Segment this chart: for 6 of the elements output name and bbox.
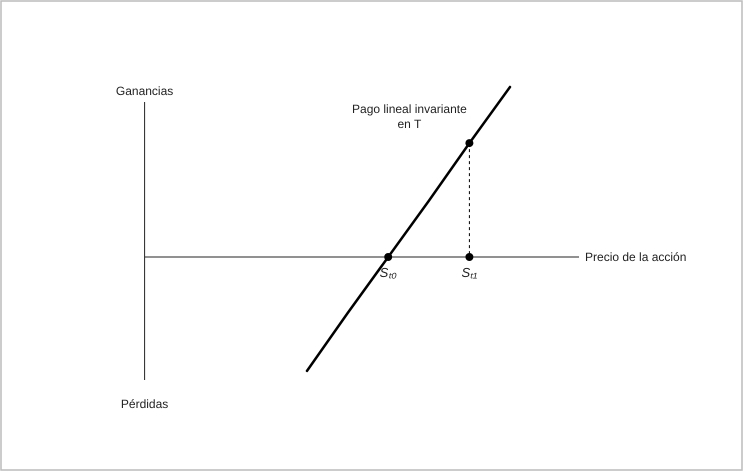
x-tick-label: Sₜ₁ [462, 265, 478, 280]
text: Pérdidas [120, 397, 168, 411]
annotation: Pago lineal invariante en T [352, 102, 468, 132]
x-axis-title: Precio de la acción [585, 250, 686, 264]
x-tick-label: Sₜ₀ [380, 265, 398, 280]
text: Ganancias [116, 84, 174, 98]
